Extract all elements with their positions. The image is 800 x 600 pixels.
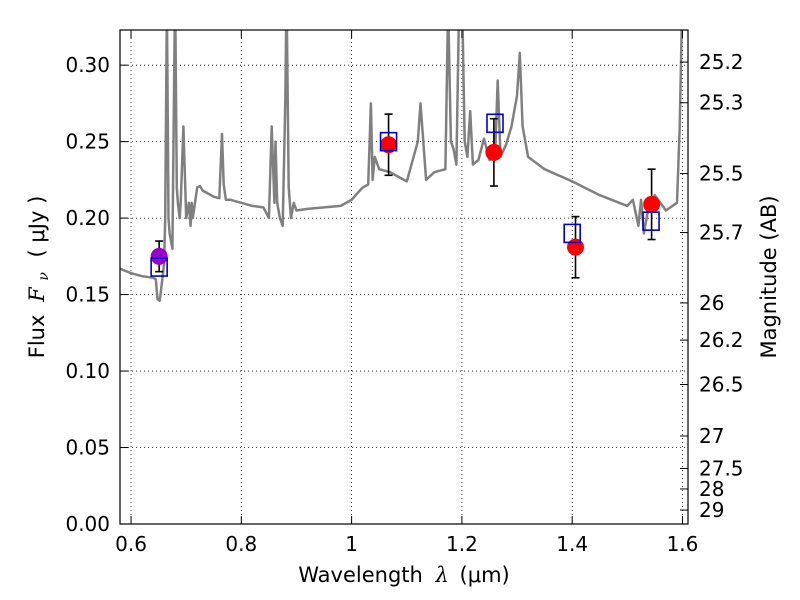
y-axis-label: Flux F ν ( μJy )	[25, 196, 53, 359]
y-tick-label: 0.00	[65, 512, 110, 536]
model-photometry-markers	[150, 113, 660, 277]
observed-points	[150, 136, 661, 265]
observed-point	[567, 238, 585, 256]
observed-point	[643, 195, 661, 213]
y-axis-label-unit: ( μJy )	[25, 196, 49, 258]
y-axis-label-symbol: F	[25, 286, 49, 303]
right-tick-label: 26.2	[699, 328, 744, 352]
y-tick-label: 0.30	[65, 53, 110, 77]
observed-point	[485, 143, 503, 161]
y-axis-label-sub: ν	[36, 272, 52, 281]
right-tick-label: 28	[699, 477, 724, 501]
model-photometry-square	[150, 257, 168, 277]
x-axis-label-symbol: λ	[435, 563, 449, 587]
right-tick-label: 25.7	[699, 221, 744, 245]
x-axis-label-prefix: Wavelength	[298, 563, 423, 587]
x-tick-label: 1.6	[667, 532, 699, 556]
x-axis-label: Wavelength λ (μm)	[298, 563, 509, 587]
right-tick-label: 29	[699, 498, 724, 522]
x-tick-label: 0.6	[115, 532, 147, 556]
x-tick-label: 1	[345, 532, 358, 556]
x-tick-label: 1.2	[446, 532, 478, 556]
x-tick-label: 0.8	[225, 532, 257, 556]
y-tick-label: 0.25	[65, 130, 110, 154]
model-photometry-square	[486, 113, 504, 134]
y-tick-label: 0.15	[65, 283, 110, 307]
y-axis-label-prefix: Flux	[25, 315, 49, 359]
observed-point	[150, 247, 168, 265]
right-tick-label: 26.5	[699, 373, 744, 397]
right-tick-label: 27	[699, 424, 724, 448]
model-photometry-square	[563, 223, 581, 244]
y-tick-label: 0.20	[65, 206, 110, 230]
x-tick-label: 1.4	[556, 532, 588, 556]
plot-data	[120, 30, 683, 302]
right-tick-label: 27.5	[699, 456, 744, 480]
right-tick-label: 25.2	[699, 50, 744, 74]
y-tick-label: 0.10	[65, 359, 110, 383]
y-tick-label: 0.05	[65, 436, 110, 460]
right-tick-label: 26	[699, 291, 724, 315]
plot-frame	[119, 29, 689, 525]
right-tick-label: 25.3	[699, 91, 744, 115]
model-photometry-square	[379, 131, 398, 152]
x-axis-label-unit: (μm)	[460, 563, 510, 587]
model-photometry-square	[642, 211, 660, 231]
grid-lines	[120, 30, 688, 525]
axis-ticks: 0.6 0.8 1 1.2 1.4 1.6 0.00 0.05 0.10 0.15 0.20 0.25…	[65, 30, 744, 556]
right-axis-label: Magnitude (AB)	[757, 195, 781, 358]
right-tick-label: 25.5	[699, 162, 744, 186]
model-spectrum-line	[120, 30, 683, 302]
